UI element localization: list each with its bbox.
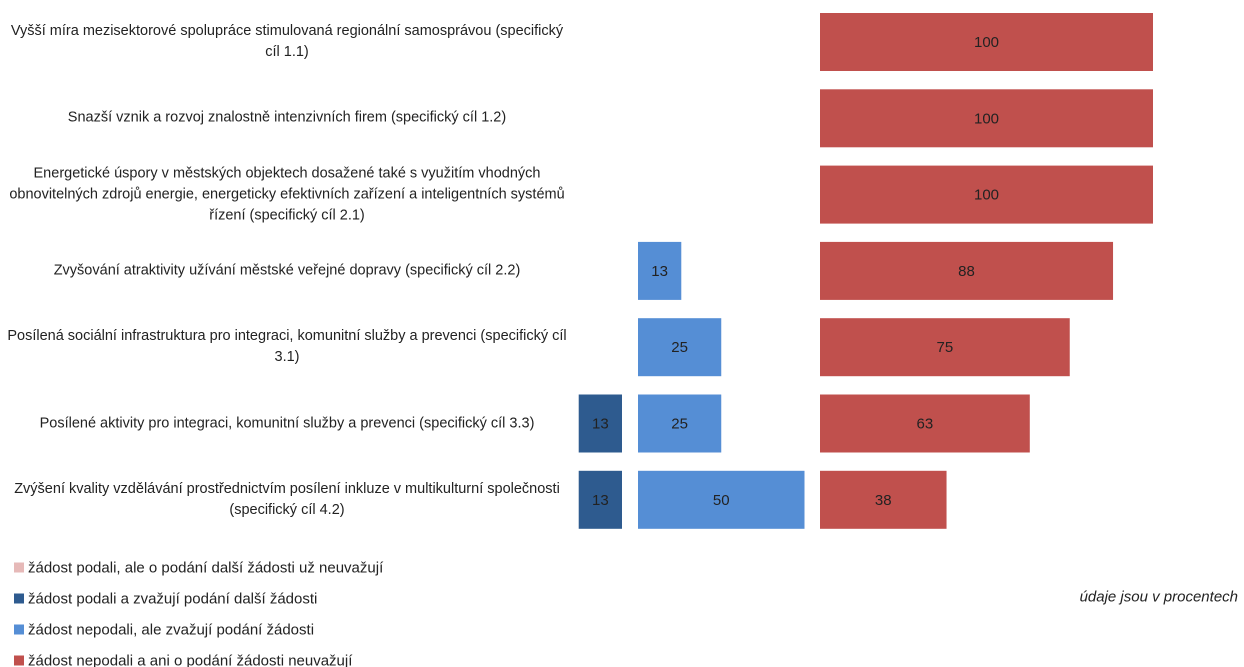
- bar: [638, 318, 722, 377]
- bar: [820, 165, 1153, 224]
- legend-swatch: [14, 593, 24, 604]
- bar: [820, 13, 1153, 71]
- data-label: 100: [974, 187, 999, 204]
- bar: [578, 394, 622, 453]
- bar: [820, 394, 1030, 453]
- bar: [820, 318, 1070, 377]
- bar: [820, 470, 947, 529]
- legend-label: žádost nepodali a ani o podání žádosti n…: [28, 652, 353, 667]
- legend-swatch: [14, 562, 24, 573]
- bar: [820, 241, 1114, 300]
- legend-swatch: [14, 624, 24, 635]
- data-label: 13: [651, 263, 668, 280]
- legend-item: žádost podali a zvažují podání další žád…: [14, 591, 317, 608]
- data-label: 63: [917, 415, 934, 432]
- legend-label: žádost nepodali, ale zvažují podání žádo…: [28, 621, 315, 639]
- data-label: 25: [671, 339, 688, 356]
- category-label: Posílené aktivity pro integraci, komunit…: [39, 415, 535, 431]
- data-label: 100: [974, 110, 999, 127]
- data-label: 50: [713, 492, 730, 509]
- category-label: Zvyšování atraktivity užívání městské ve…: [53, 262, 521, 279]
- legend-item: žádost nepodali a ani o podání žádosti n…: [14, 653, 352, 667]
- legend-item: žádost podali, ale o podání další žádost…: [14, 560, 383, 577]
- data-label: 13: [592, 492, 609, 509]
- legend-item: žádost nepodali, ale zvažují podání žádo…: [14, 622, 314, 639]
- data-label: 75: [937, 339, 954, 356]
- bar: [578, 470, 622, 529]
- legend-label: žádost podali a zvažují podání další žád…: [28, 590, 318, 608]
- bar: [638, 241, 682, 300]
- category-label: Posílená sociální infrastruktura pro int…: [7, 328, 567, 366]
- category-label: Snazší vznik a rozvoj znalostně intenziv…: [67, 109, 507, 126]
- data-label: 38: [875, 492, 892, 509]
- data-label: 88: [958, 263, 975, 280]
- legend-label: žádost podali, ale o podání další žádost…: [28, 559, 384, 577]
- legend-swatch: [14, 655, 24, 666]
- data-label: 100: [974, 34, 999, 51]
- category-label: Energetické úspory v městských objektech…: [9, 165, 565, 224]
- note: údaje jsou v procentech: [1079, 588, 1238, 606]
- data-label: 25: [671, 415, 688, 432]
- bar: [820, 89, 1153, 148]
- category-label: Zvýšení kvality vzdělávání prostřednictv…: [14, 480, 560, 518]
- category-label: Vyšší míra mezisektorové spolupráce stim…: [10, 23, 564, 60]
- bar: [638, 394, 722, 453]
- bar: [638, 470, 805, 529]
- data-label: 13: [592, 415, 609, 432]
